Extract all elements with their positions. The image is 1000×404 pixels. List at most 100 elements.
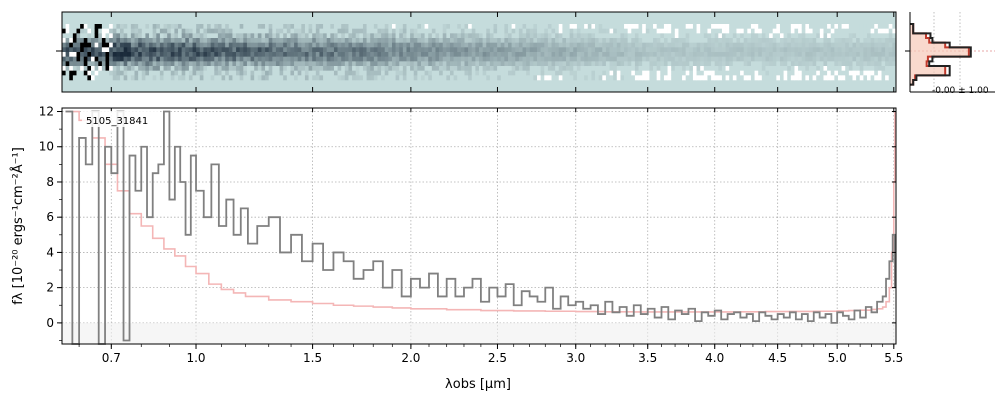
spectrum-2d-pixel bbox=[196, 42, 201, 48]
spectrum-2d-pixel bbox=[620, 52, 625, 57]
spectrum-2d-pixel bbox=[457, 52, 462, 57]
spectrum-2d-pixel bbox=[323, 61, 328, 67]
spectrum-2d-pixel bbox=[508, 56, 512, 62]
spectrum-2d-pixel bbox=[123, 33, 128, 39]
spectrum-2d-pixel bbox=[714, 56, 719, 62]
spectrum-2d-pixel bbox=[584, 66, 589, 71]
spectrum-2d-pixel bbox=[479, 52, 483, 57]
spectrum-2d-pixel bbox=[120, 56, 124, 62]
spectrum-2d-pixel bbox=[562, 42, 567, 48]
spectrum-2d-pixel bbox=[522, 24, 527, 29]
spectrum-2d-pixel bbox=[769, 33, 774, 39]
spectrum-2d-pixel bbox=[595, 66, 599, 71]
spectrum-2d-pixel bbox=[700, 52, 705, 57]
spectrum-2d-pixel bbox=[76, 38, 81, 43]
spectrum-2d-pixel bbox=[859, 61, 864, 67]
spectrum-2d-pixel bbox=[798, 33, 803, 39]
spectrum-2d-pixel bbox=[410, 61, 415, 67]
spectrum-2d-pixel bbox=[359, 75, 364, 81]
spectrum-2d-pixel bbox=[167, 38, 172, 43]
spectrum-2d-pixel bbox=[439, 66, 444, 71]
spectrum-2d-pixel bbox=[808, 47, 813, 53]
spectrum-2d-pixel bbox=[714, 61, 719, 67]
spectrum-2d-pixel bbox=[790, 33, 795, 39]
spectrum-2d-pixel bbox=[294, 52, 298, 57]
spectrum-2d-pixel bbox=[540, 33, 545, 39]
spectrum-2d-pixel bbox=[598, 38, 603, 43]
spectrum-2d-pixel bbox=[493, 47, 498, 53]
spectrum-2d-pixel bbox=[319, 61, 324, 67]
spectrum-2d-pixel bbox=[442, 24, 447, 29]
spectrum-2d-pixel bbox=[319, 47, 324, 53]
spectrum-2d-pixel bbox=[743, 28, 748, 34]
spectrum-2d-pixel bbox=[123, 52, 128, 57]
spectrum-2d-pixel bbox=[381, 75, 386, 81]
spectrum-2d-pixel bbox=[359, 24, 364, 29]
spectrum-2d-pixel bbox=[740, 66, 745, 71]
spectrum-2d-pixel bbox=[297, 33, 302, 39]
spectrum-2d-pixel bbox=[243, 61, 248, 67]
spectrum-2d-pixel bbox=[272, 33, 277, 39]
spectrum-2d-pixel bbox=[424, 42, 429, 48]
spectrum-2d-pixel bbox=[707, 75, 712, 81]
spectrum-2d-pixel bbox=[856, 52, 861, 57]
spectrum-2d-pixel bbox=[330, 28, 335, 34]
spectrum-2d-pixel bbox=[167, 42, 172, 48]
spectrum-2d-pixel bbox=[508, 70, 512, 76]
spectrum-2d-pixel bbox=[808, 56, 813, 62]
spectrum-2d-pixel bbox=[170, 56, 175, 62]
spectrum-2d-pixel bbox=[101, 24, 106, 29]
spectrum-2d-pixel bbox=[692, 33, 697, 39]
spectrum-2d-pixel bbox=[152, 28, 157, 34]
spectrum-2d-pixel bbox=[740, 70, 745, 76]
spectrum-2d-pixel bbox=[265, 47, 269, 53]
spectrum-2d-pixel bbox=[127, 38, 132, 43]
spectrum-2d-pixel bbox=[823, 38, 828, 43]
spectrum-2d-pixel bbox=[587, 42, 592, 48]
spectrum-2d-pixel bbox=[221, 24, 226, 29]
spectrum-2d-pixel bbox=[323, 28, 328, 34]
spectrum-2d-pixel bbox=[591, 42, 596, 48]
spectrum-2d-pixel bbox=[381, 28, 386, 34]
spectrum-2d-pixel bbox=[486, 24, 491, 29]
spectrum-2d-pixel bbox=[769, 66, 774, 71]
spectrum-2d-pixel bbox=[573, 70, 578, 76]
spectrum-2d-pixel bbox=[188, 56, 193, 62]
spectrum-2d-pixel bbox=[337, 52, 342, 57]
spectrum-2d-pixel bbox=[105, 66, 110, 71]
spectrum-2d-pixel bbox=[91, 47, 95, 53]
spectrum-2d-pixel bbox=[163, 56, 168, 62]
spectrum-2d-pixel bbox=[562, 61, 567, 67]
spectrum-2d-pixel bbox=[449, 66, 454, 71]
spectrum-2d-pixel bbox=[428, 24, 433, 29]
spectrum-2d-pixel bbox=[787, 61, 792, 67]
spectrum-2d-pixel bbox=[141, 61, 146, 67]
spectrum-2d-pixel bbox=[199, 75, 204, 81]
spectrum-2d-pixel bbox=[859, 33, 864, 39]
spectrum-2d-pixel bbox=[580, 28, 585, 34]
spectrum-2d-pixel bbox=[127, 33, 132, 39]
spectrum-2d-pixel bbox=[170, 38, 175, 43]
spectrum-2d-pixel bbox=[399, 70, 404, 76]
spectrum-2d-pixel bbox=[816, 28, 821, 34]
spectrum-2d-pixel bbox=[721, 75, 726, 81]
spectrum-2d-pixel bbox=[112, 28, 117, 34]
spectrum-2d-pixel bbox=[294, 66, 298, 71]
spectrum-2d-pixel bbox=[518, 33, 523, 39]
spectrum-2d-pixel bbox=[848, 75, 853, 81]
spectrum-2d-pixel bbox=[620, 42, 625, 48]
spectrum-2d-pixel bbox=[515, 66, 520, 71]
spectrum-2d-pixel bbox=[109, 24, 114, 29]
spectrum-2d-pixel bbox=[685, 33, 690, 39]
spectrum-2d-pixel bbox=[663, 28, 668, 34]
spectrum-2d-pixel bbox=[254, 33, 259, 39]
spectrum-2d-pixel bbox=[138, 56, 143, 62]
spectrum-2d-pixel bbox=[174, 56, 179, 62]
spectrum-2d-pixel bbox=[877, 42, 882, 48]
spectrum-2d-pixel bbox=[138, 70, 143, 76]
spectrum-2d-pixel bbox=[649, 61, 654, 67]
spectrum-2d-pixel bbox=[254, 42, 259, 48]
spectrum-2d-pixel bbox=[732, 70, 737, 76]
spectrum-2d-pixel bbox=[888, 66, 893, 71]
